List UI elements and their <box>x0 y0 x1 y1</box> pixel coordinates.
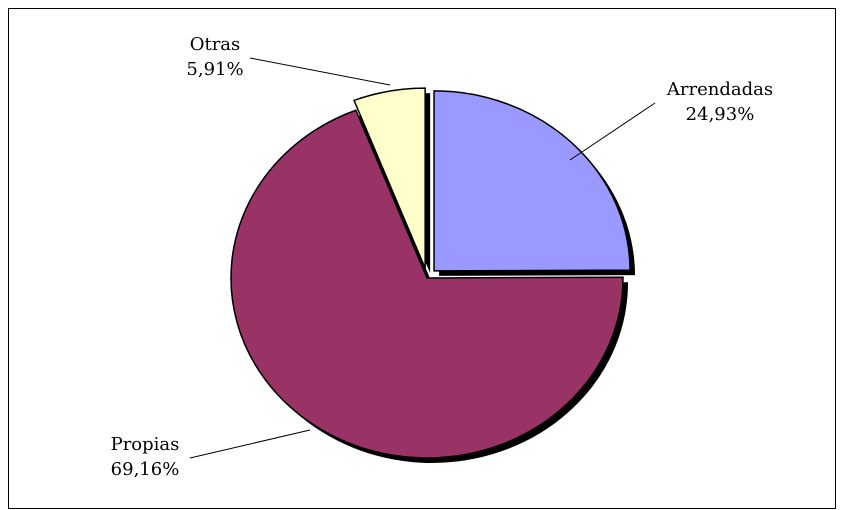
value-label: 24,93% <box>686 104 755 125</box>
value-label: 5,91% <box>186 59 243 80</box>
leader-line <box>249 57 391 86</box>
leader-line <box>569 102 656 161</box>
value-label: 69,16% <box>111 459 180 480</box>
slice <box>230 109 624 459</box>
slice-label: Arrendadas <box>666 79 773 100</box>
slice <box>433 90 631 272</box>
leader-line <box>189 429 311 459</box>
slice-label: Propias <box>111 434 180 455</box>
slice <box>353 87 426 269</box>
slice-label: Otras <box>190 34 241 55</box>
